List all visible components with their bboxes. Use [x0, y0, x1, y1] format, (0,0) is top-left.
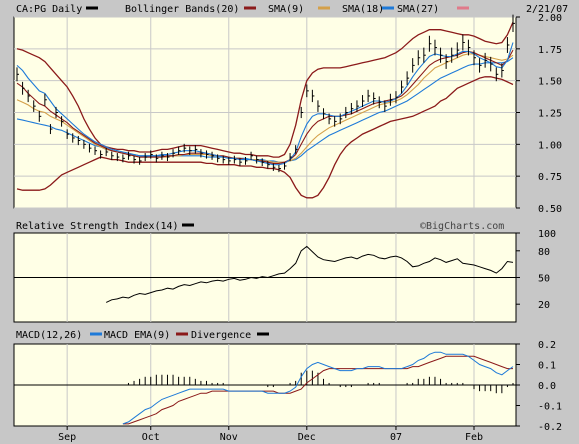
legend-label-sma27: SMA(27) — [397, 4, 439, 15]
rsi-y-tick-label-2: 50 — [538, 274, 550, 285]
rsi-legend-label: Relative Strength Index(14) — [16, 221, 179, 232]
macd-ema-legend-label: MACD EMA(9) — [104, 330, 170, 341]
rsi-grid — [14, 233, 516, 322]
price-y-tick-label-0: 2.00 — [538, 13, 562, 24]
x-tick-label-1: Oct — [142, 432, 160, 443]
price-legend: CA:PG Daily Bollinger Bands(20) SMA(9) S… — [16, 4, 568, 15]
macd-legend: MACD(12,26) MACD EMA(9) Divergence — [16, 330, 269, 341]
macd-y-tick-label-4: -0.2 — [538, 422, 562, 433]
price-y-tick-label-1: 1.75 — [538, 45, 562, 56]
price-lines — [16, 14, 515, 199]
macd-y-tick-label-0: 0.2 — [538, 340, 556, 351]
macd-ema-line — [122, 355, 513, 425]
bollinger-mid-line — [16, 42, 514, 166]
x-axis: Sep Oct Nov Dec 07 Feb — [58, 426, 483, 443]
macd-y-tick-label-2: 0.0 — [538, 381, 556, 392]
sma9-line — [16, 49, 514, 164]
x-tick-label-4: 07 — [390, 432, 402, 443]
macd-legend-label: MACD(12,26) — [16, 330, 82, 341]
divergence-legend-label: Divergence — [191, 330, 251, 341]
rsi-y-axis: 100 80 50 20 — [516, 229, 556, 311]
price-grid — [14, 16, 516, 209]
chart-date: 2/21/07 — [526, 4, 568, 15]
bollinger-upper-line — [16, 21, 514, 158]
bigcharts-credit: ©BigCharts.com — [420, 221, 504, 232]
price-y-tick-label-2: 1.50 — [538, 77, 562, 88]
macd-y-tick-label-3: -0.1 — [538, 402, 562, 413]
rsi-y-tick-label-1: 80 — [538, 247, 550, 258]
macd-y-axis: 0.2 0.1 0.0 -0.1 -0.2 — [516, 340, 562, 433]
rsi-y-tick-label-0: 100 — [538, 229, 556, 240]
macd-y-tick-label-1: 0.1 — [538, 361, 556, 372]
macd-lines — [122, 351, 514, 425]
rsi-lines — [105, 245, 514, 303]
price-y-tick-label-4: 1.00 — [538, 140, 562, 151]
legend-label-daily: CA:PG Daily — [16, 4, 82, 15]
rsi-legend: Relative Strength Index(14) ©BigCharts.c… — [16, 221, 504, 232]
price-y-axis: 2.00 1.75 1.50 1.25 1.00 0.75 0.50 — [516, 13, 562, 215]
macd-line — [122, 351, 514, 425]
x-tick-label-3: Dec — [298, 432, 316, 443]
price-y-tick-label-5: 0.75 — [538, 172, 562, 183]
x-tick-label-2: Nov — [220, 432, 238, 443]
rsi-line — [105, 245, 514, 303]
legend-label-bollinger: Bollinger Bands(20) — [125, 4, 239, 15]
sma18-line — [16, 53, 514, 163]
price-y-tick-label-6: 0.50 — [538, 204, 562, 215]
price-y-tick-label-3: 1.25 — [538, 109, 562, 120]
legend-label-sma9: SMA(9) — [268, 4, 304, 15]
legend-label-sma18: SMA(18) — [342, 4, 384, 15]
rsi-y-tick-label-3: 20 — [538, 300, 550, 311]
bollinger-lower-line — [16, 76, 514, 199]
x-tick-label-5: Feb — [465, 432, 483, 443]
x-tick-label-0: Sep — [58, 432, 76, 443]
